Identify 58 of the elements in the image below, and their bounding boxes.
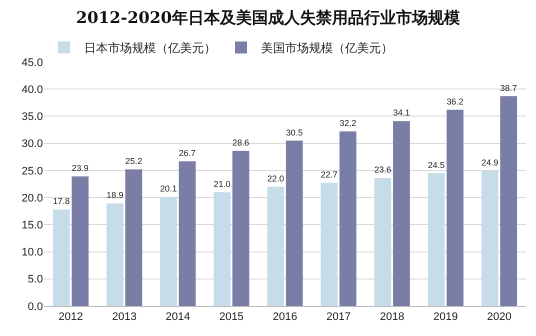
x-tick-label: 2013 [112,311,137,324]
data-label: 32.2 [339,118,357,128]
bar [52,209,70,306]
data-label: 24.5 [428,160,445,170]
data-label: 24.9 [481,158,498,168]
y-tick-label: 40.0 [22,84,43,96]
data-label: 20.1 [160,184,178,194]
x-tick-label: 2018 [380,311,404,324]
data-label: 25.2 [125,156,142,166]
data-label: 38.7 [500,82,518,93]
bar [178,161,196,306]
data-label: 26.7 [178,148,196,158]
data-label: 21.0 [214,178,231,189]
bar [160,197,177,306]
data-label: 36.2 [446,96,464,106]
y-tick-label: 10.0 [22,246,43,259]
bar [125,169,142,306]
y-tick-label: 15.0 [22,220,43,232]
data-label: 22.0 [267,173,284,184]
x-tick-label: 2020 [486,311,512,324]
data-label: 18.9 [106,190,124,200]
y-tick-label: 35.0 [22,111,43,124]
y-tick-label: 30.0 [22,138,43,150]
x-tick-label: 2019 [433,311,458,324]
legend-label: 美国市场规模（亿美元） [261,41,393,56]
x-tick-label: 2015 [219,311,244,324]
chart-title: 2012-2020年日本及美国成人失禁用品行业市场规模 [76,8,460,27]
bar [320,182,338,306]
data-label: 28.6 [232,138,250,148]
bar [500,96,518,306]
bar [446,110,464,306]
data-label: 22.7 [320,170,338,180]
bar [374,178,392,306]
x-tick-label: 2016 [272,311,298,324]
y-tick-label: 5.0 [28,274,43,286]
y-tick-label: 0.0 [28,300,43,313]
y-tick-label: 20.0 [22,192,43,204]
x-tick-label: 2012 [58,311,84,324]
bar [428,173,445,306]
bar [72,176,89,306]
bar [106,204,124,306]
bar [286,140,303,306]
data-label: 30.5 [286,127,303,138]
data-label: 23.6 [374,164,392,175]
data-label: 23.9 [72,163,89,174]
bar [232,150,250,306]
y-tick-label: 25.0 [22,165,43,178]
bar [267,186,284,306]
bar [481,170,498,306]
x-tick-label: 2017 [326,311,351,324]
y-tick-label: 45.0 [22,56,43,69]
bar [339,131,356,306]
x-tick-label: 2014 [166,311,190,324]
legend-label: 日本市场规模（亿美元） [84,41,216,56]
data-label: 34.1 [393,108,410,118]
bar [393,121,410,306]
data-label: 17.8 [52,196,70,206]
bar [214,192,231,306]
